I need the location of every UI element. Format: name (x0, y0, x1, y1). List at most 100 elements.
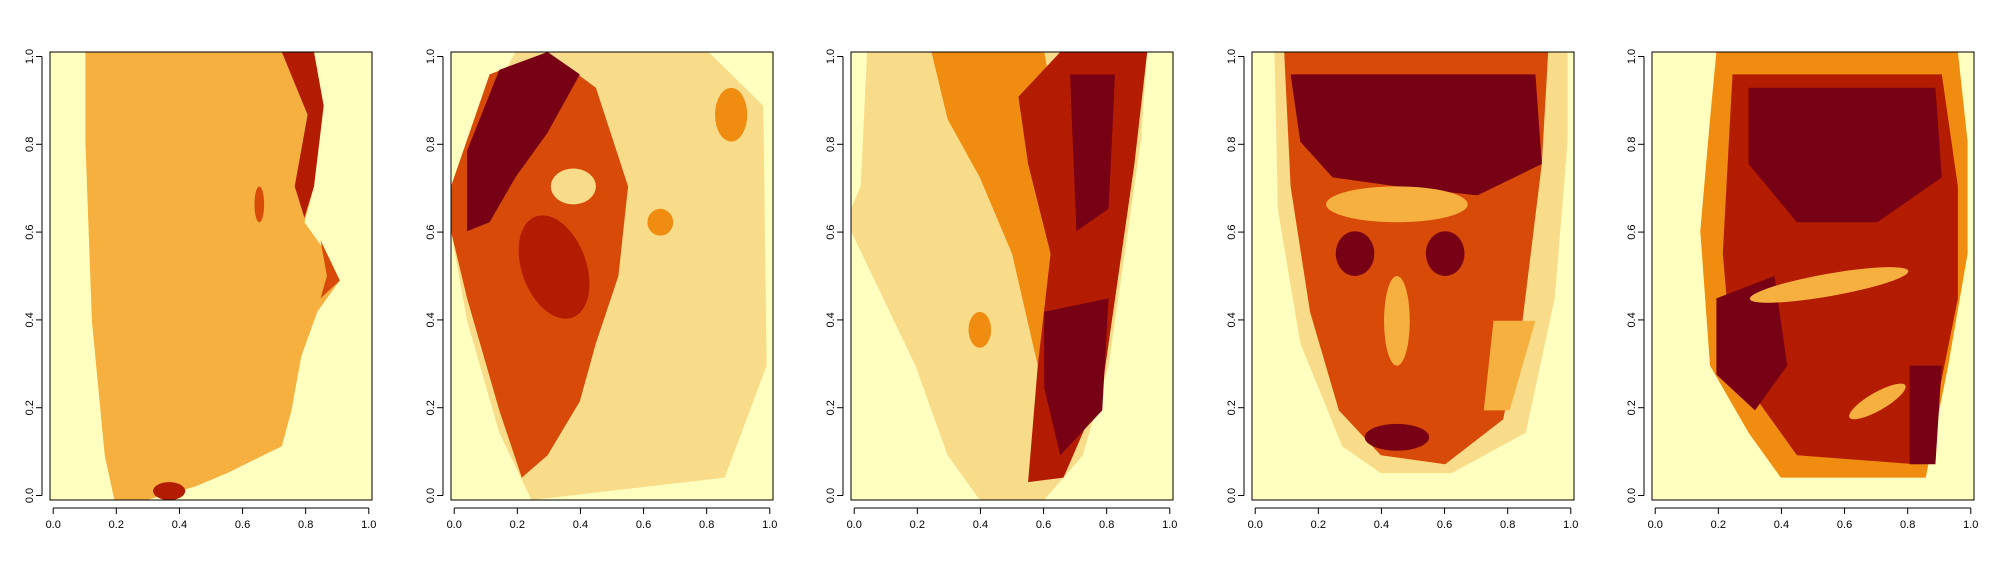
x-tick-label: 0.8 (298, 519, 313, 531)
y-tick-label: 0.4 (1226, 312, 1238, 327)
y-tick-label: 0.4 (1626, 312, 1638, 327)
hair-top (1748, 87, 1942, 223)
y-tick-label: 0.2 (24, 400, 36, 415)
y-tick-label: 1.0 (24, 49, 36, 64)
x-tick-label: 0.6 (1036, 519, 1051, 531)
y-tick-label: 0.6 (825, 224, 837, 239)
y-tick-label: 0.6 (1226, 224, 1238, 239)
x-tick-label: 0.6 (235, 519, 250, 531)
y-tick-label: 1.0 (825, 49, 837, 64)
y-tick-label: 0.0 (825, 488, 837, 503)
x-tick-label: 0.2 (910, 519, 925, 531)
heatmap-cells (851, 52, 1148, 500)
x-axis: 0.0 0.2 0.4 0.6 0.8 1.0 (1648, 507, 1978, 531)
x-tick-label: 0.6 (1837, 519, 1852, 531)
plot-frame (1651, 51, 1975, 501)
y-axis: 0.0 0.2 0.4 0.6 0.8 1.0 (425, 49, 444, 503)
y-axis: 0.0 0.2 0.4 0.6 0.8 1.0 (1626, 49, 1645, 503)
x-tick-label: 0.0 (447, 519, 462, 531)
heatmap-panel-3: 0.0 0.2 0.4 0.6 0.8 1.0 0.0 0.2 0.4 0.6 0.8 1.0 (825, 49, 1178, 531)
x-tick-label: 1.0 (762, 519, 777, 531)
heatmap-cells (451, 52, 767, 500)
y-tick-label: 0.0 (1626, 488, 1638, 503)
y-tick-label: 0.8 (425, 137, 437, 152)
x-tick-label: 0.2 (1711, 519, 1726, 531)
eye-spot (968, 311, 992, 348)
x-tick-label: 0.4 (172, 519, 187, 531)
brow-arc (1326, 186, 1468, 223)
y-tick-label: 1.0 (1226, 49, 1238, 64)
x-tick-label: 1.0 (1963, 519, 1978, 531)
y-tick-label: 1.0 (1626, 49, 1638, 64)
left-eye (1335, 231, 1375, 276)
x-tick-label: 0.8 (699, 519, 714, 531)
ear-mark (715, 87, 748, 142)
y-tick-label: 0.2 (825, 400, 837, 415)
face-profile (85, 52, 340, 500)
eye-shadow (1070, 74, 1115, 232)
x-tick-label: 0.0 (1248, 519, 1263, 531)
y-tick-label: 0.4 (825, 312, 837, 327)
heatmap-cells (1274, 52, 1568, 474)
y-tick-label: 0.4 (425, 312, 437, 327)
x-tick-label: 0.4 (973, 519, 988, 531)
neck-shadow (1909, 365, 1942, 465)
y-axis: 0.0 0.2 0.4 0.6 0.8 1.0 (825, 49, 844, 503)
mouth (1364, 423, 1430, 451)
hair-mass (1290, 74, 1542, 196)
plot-frame (850, 51, 1174, 501)
y-tick-label: 0.0 (1226, 488, 1238, 503)
x-axis: 0.0 0.2 0.4 0.6 0.8 1.0 (447, 507, 777, 531)
y-tick-label: 0.0 (425, 488, 437, 503)
heatmap-cells (85, 52, 340, 500)
y-tick-label: 0.6 (425, 224, 437, 239)
y-tick-label: 1.0 (425, 49, 437, 64)
y-tick-label: 0.2 (425, 400, 437, 415)
profile-edge (281, 52, 324, 218)
x-tick-label: 0.2 (1311, 519, 1326, 531)
x-tick-label: 0.8 (1900, 519, 1915, 531)
y-tick-label: 0.6 (24, 224, 36, 239)
y-tick-label: 0.8 (825, 137, 837, 152)
x-tick-label: 0.6 (636, 519, 651, 531)
heatmap-cells (1700, 52, 1968, 478)
x-tick-label: 1.0 (361, 519, 376, 531)
x-axis: 0.0 0.2 0.4 0.6 0.8 1.0 (46, 507, 376, 531)
right-eye (1425, 231, 1465, 276)
x-tick-label: 0.4 (573, 519, 588, 531)
plot-frame (1251, 51, 1575, 501)
x-tick-label: 0.8 (1500, 519, 1515, 531)
heatmap-panel-5: 0.0 0.2 0.4 0.6 0.8 1.0 0.0 0.2 0.4 0.6 0.8 1.0 (1626, 49, 1979, 531)
y-tick-label: 0.8 (1226, 137, 1238, 152)
brow-light (550, 168, 596, 205)
x-tick-label: 1.0 (1162, 519, 1177, 531)
heatmap-panel-1: 0.0 0.2 0.4 0.6 0.8 1.0 0.0 0.2 0.4 0.6 0.8 1.0 (24, 49, 377, 531)
x-axis: 0.0 0.2 0.4 0.6 0.8 1.0 (1248, 507, 1578, 531)
x-tick-label: 0.2 (510, 519, 525, 531)
y-axis: 0.0 0.2 0.4 0.6 0.8 1.0 (1226, 49, 1245, 503)
y-tick-label: 0.2 (1626, 400, 1638, 415)
heatmap-panel-4: 0.0 0.2 0.4 0.6 0.8 1.0 0.0 0.2 0.4 0.6 0.8 1.0 (1226, 49, 1579, 531)
plot-frame (450, 51, 774, 501)
left-cheek (1716, 276, 1788, 411)
y-tick-label: 0.2 (1226, 400, 1238, 415)
chin-mark (153, 482, 186, 500)
x-tick-label: 0.0 (46, 519, 61, 531)
x-tick-label: 0.4 (1774, 519, 1789, 531)
x-tick-label: 0.8 (1099, 519, 1114, 531)
x-axis: 0.0 0.2 0.4 0.6 0.8 1.0 (847, 507, 1177, 531)
y-tick-label: 0.8 (1626, 137, 1638, 152)
brow-band (1749, 267, 1909, 303)
y-tick-label: 0.4 (24, 312, 36, 327)
y-tick-label: 0.6 (1626, 224, 1638, 239)
x-tick-label: 0.0 (1648, 519, 1663, 531)
x-tick-label: 0.4 (1374, 519, 1389, 531)
nose-ridge (1384, 276, 1410, 366)
eye-mark (254, 186, 265, 223)
far-strip (851, 52, 868, 209)
jaw-shadow (1044, 298, 1109, 456)
y-tick-label: 0.0 (24, 488, 36, 503)
plot-frame (49, 51, 373, 501)
dark-hair (467, 52, 580, 232)
